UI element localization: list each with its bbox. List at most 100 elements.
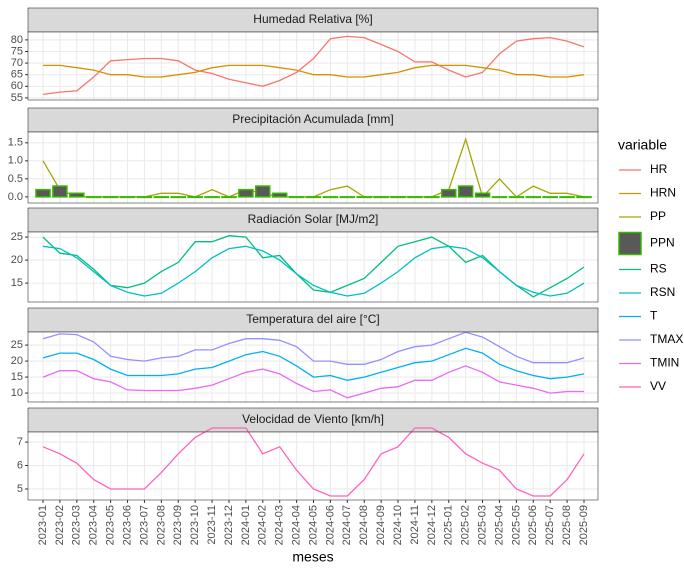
y-tick-label: 55: [11, 92, 23, 104]
bar: [407, 196, 423, 199]
y-tick-label: 0.5: [8, 173, 23, 185]
bar: [102, 196, 119, 199]
legend-label: PPN: [650, 236, 675, 250]
bar: [390, 196, 406, 199]
x-tick-label: 2023-06: [121, 505, 133, 545]
x-tick-label: 2023-02: [54, 505, 66, 545]
line: [42, 245, 585, 297]
bar: [170, 196, 186, 199]
y-tick-label: 65: [11, 69, 23, 81]
strip: [27, 307, 599, 333]
y-tick-label: 75: [11, 45, 23, 57]
y-tick-label: 20: [11, 254, 23, 266]
y-tick-label: 20: [11, 355, 23, 367]
strip-title: Velocidad de Viento [km/h]: [242, 412, 384, 426]
x-tick-label: 2023-08: [155, 505, 167, 545]
x-tick-label: 2023-05: [105, 505, 117, 545]
y-tick-label: 0.0: [8, 191, 23, 203]
x-tick-label: 2023-07: [138, 505, 150, 545]
x-tick-label: 2025-09: [578, 505, 590, 545]
x-tick-label: 2024-11: [409, 505, 421, 545]
line: [42, 427, 585, 497]
bar: [576, 196, 592, 199]
bar: [69, 192, 85, 198]
bar: [339, 196, 356, 199]
x-tick-label: 2025-04: [493, 505, 505, 545]
line: [42, 347, 585, 381]
legend-label: HRN: [650, 186, 676, 200]
x-tick-label: 2025-01: [443, 505, 455, 545]
x-tick-label: 2024-02: [257, 505, 269, 545]
x-tick-label: 2023-11: [206, 505, 218, 545]
legend-label: TMIN: [650, 356, 679, 370]
strip: [27, 107, 599, 133]
line: [42, 331, 585, 365]
bar: [525, 196, 542, 199]
x-tick-label: 2024-05: [307, 505, 319, 545]
bar: [441, 188, 457, 198]
bar: [322, 196, 339, 199]
bar: [491, 196, 508, 199]
y-tick-label: 1.0: [8, 155, 23, 167]
strip-title: Humedad Relativa [%]: [253, 12, 372, 26]
bar: [542, 196, 558, 199]
y-tick-label: 10: [11, 387, 23, 399]
x-tick-label: 2025-03: [476, 505, 488, 545]
strip: [27, 207, 599, 233]
bar: [373, 196, 389, 199]
bar: [238, 188, 254, 198]
line: [42, 365, 584, 399]
x-tick-label: 2024-04: [291, 505, 303, 545]
x-tick-label: 2023-03: [71, 505, 83, 545]
x-tick-label: 2023-04: [88, 505, 100, 545]
legend-label: HR: [650, 162, 668, 176]
y-tick-label: 25: [11, 231, 23, 243]
x-tick-label: 2025-08: [561, 505, 573, 545]
x-tick-label: 2024-12: [426, 505, 438, 545]
bar: [271, 192, 288, 198]
bar: [85, 196, 102, 199]
x-tick-label: 2025-07: [544, 505, 556, 545]
x-tick-label: 2024-07: [341, 505, 353, 545]
legend-label: T: [650, 309, 658, 323]
x-tick-label: 2023-01: [37, 505, 49, 545]
y-tick-label: 70: [11, 57, 23, 69]
legend-key: [618, 231, 642, 256]
bar: [35, 188, 51, 198]
x-tick-label: 2025-05: [510, 505, 522, 545]
bar: [119, 196, 136, 199]
strip-title: Radiación Solar [MJ/m2]: [248, 212, 379, 226]
bar: [508, 196, 525, 199]
legend-label: RS: [650, 262, 667, 276]
strip-title: Temperatura del aire [°C]: [246, 312, 380, 326]
x-tick-label: 2024-01: [240, 505, 252, 545]
bar: [52, 185, 68, 198]
line: [43, 64, 585, 78]
bar: [305, 196, 322, 199]
bar: [474, 192, 491, 198]
bar: [424, 196, 440, 199]
strip-title: Precipitación Acumulada [mm]: [232, 112, 393, 126]
strip: [27, 407, 599, 433]
x-tick-label: 2023-10: [189, 505, 201, 545]
strip: [27, 7, 599, 33]
panel-border: [27, 31, 599, 101]
x-tick-label: 2025-06: [527, 505, 539, 545]
bar: [187, 196, 203, 199]
legend-label: TMAX: [650, 332, 683, 346]
bar: [255, 185, 271, 198]
y-tick-label: 6: [17, 459, 23, 471]
x-tick-label: 2024-09: [375, 505, 387, 545]
x-tick-label: 2024-10: [392, 505, 404, 545]
bar: [288, 196, 305, 199]
y-tick-label: 15: [11, 371, 23, 383]
y-tick-label: 1.5: [8, 137, 23, 149]
x-tick-label: 2025-02: [460, 505, 472, 545]
y-tick-label: 60: [11, 80, 23, 92]
legend-label: PP: [650, 209, 666, 223]
x-tick-label: 2024-03: [274, 505, 286, 545]
bar: [153, 196, 170, 199]
y-tick-label: 25: [11, 339, 23, 351]
x-tick-label: 2023-09: [172, 505, 184, 545]
